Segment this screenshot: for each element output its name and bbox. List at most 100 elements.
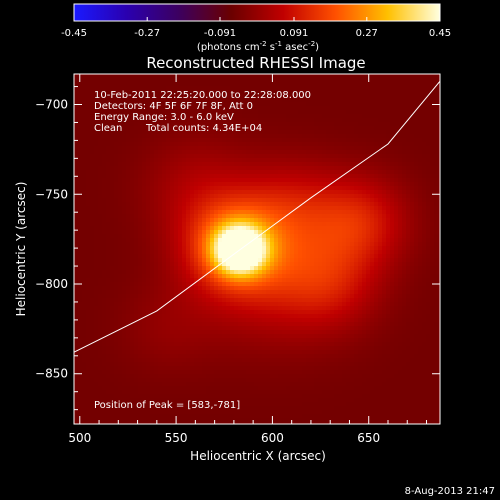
- heatmap-cell: [278, 174, 283, 179]
- heatmap-cell: [330, 102, 335, 107]
- heatmap-cell: [162, 194, 167, 199]
- heatmap-cell: [82, 102, 87, 107]
- heatmap-cell: [334, 274, 339, 279]
- heatmap-cell: [306, 150, 311, 155]
- heatmap-cell: [114, 170, 119, 175]
- heatmap-cell: [370, 114, 375, 119]
- heatmap-cell: [234, 222, 239, 227]
- heatmap-cell: [394, 254, 399, 259]
- heatmap-cell: [174, 278, 179, 283]
- heatmap-cell: [298, 286, 303, 291]
- heatmap-cell: [198, 194, 203, 199]
- heatmap-cell: [170, 78, 175, 83]
- heatmap-cell: [162, 178, 167, 183]
- heatmap-cell: [218, 122, 223, 127]
- heatmap-cell: [282, 102, 287, 107]
- heatmap-cell: [298, 246, 303, 251]
- heatmap-cell: [350, 90, 355, 95]
- heatmap-cell: [166, 122, 171, 127]
- heatmap-cell: [102, 118, 107, 123]
- heatmap-cell: [294, 138, 299, 143]
- heatmap-cell: [330, 250, 335, 255]
- heatmap-cell: [322, 274, 327, 279]
- heatmap-cell: [242, 222, 247, 227]
- heatmap-cell: [266, 230, 271, 235]
- heatmap-cell: [278, 134, 283, 139]
- heatmap-cell: [338, 234, 343, 239]
- heatmap-cell: [402, 86, 407, 91]
- heatmap-cell: [186, 130, 191, 135]
- heatmap-cell: [314, 150, 319, 155]
- heatmap-cell: [282, 130, 287, 135]
- heatmap-cell: [398, 278, 403, 283]
- heatmap-cell: [322, 266, 327, 271]
- heatmap-image: [74, 74, 440, 424]
- heatmap-cell: [342, 82, 347, 87]
- heatmap-cell: [110, 150, 115, 155]
- heatmap-cell: [254, 138, 259, 143]
- heatmap-cell: [322, 126, 327, 131]
- heatmap-cell: [154, 206, 159, 211]
- heatmap-cell: [218, 190, 223, 195]
- heatmap-cell: [306, 282, 311, 287]
- heatmap-cell: [394, 162, 399, 167]
- heatmap-cell: [234, 74, 239, 79]
- heatmap-cell: [362, 166, 367, 171]
- heatmap-cell: [406, 222, 411, 227]
- heatmap-cell: [122, 262, 127, 267]
- heatmap-cell: [314, 78, 319, 83]
- heatmap-cell: [214, 82, 219, 87]
- heatmap-cell: [294, 94, 299, 99]
- heatmap-cell: [162, 206, 167, 211]
- heatmap-cell: [78, 250, 83, 255]
- heatmap-cell: [326, 150, 331, 155]
- heatmap-cell: [386, 206, 391, 211]
- heatmap-cell: [198, 174, 203, 179]
- heatmap-cell: [406, 162, 411, 167]
- heatmap-cell: [430, 278, 435, 283]
- heatmap-cell: [94, 178, 99, 183]
- heatmap-cell: [378, 138, 383, 143]
- heatmap-cell: [290, 222, 295, 227]
- heatmap-cell: [102, 234, 107, 239]
- heatmap-cell: [106, 222, 111, 227]
- heatmap-cell: [262, 138, 267, 143]
- heatmap-cell: [126, 98, 131, 103]
- heatmap-cell: [374, 218, 379, 223]
- heatmap-cell: [418, 250, 423, 255]
- heatmap-cell: [298, 162, 303, 167]
- heatmap-cell: [94, 118, 99, 123]
- heatmap-cell: [438, 242, 440, 247]
- heatmap-cell: [154, 74, 159, 79]
- heatmap-cell: [374, 278, 379, 283]
- heatmap-cell: [158, 262, 163, 267]
- heatmap-cell: [366, 210, 371, 215]
- heatmap-cell: [386, 166, 391, 171]
- heatmap-cell: [330, 238, 335, 243]
- heatmap-cell: [186, 282, 191, 287]
- heatmap-cell: [166, 110, 171, 115]
- heatmap-cell: [82, 206, 87, 211]
- heatmap-cell: [226, 98, 231, 103]
- heatmap-cell: [134, 90, 139, 95]
- heatmap-cell: [258, 138, 263, 143]
- heatmap-cell: [290, 130, 295, 135]
- heatmap-cell: [310, 78, 315, 83]
- heatmap-cell: [354, 174, 359, 179]
- heatmap-cell: [170, 246, 175, 251]
- heatmap-cell: [398, 222, 403, 227]
- heatmap-cell: [378, 154, 383, 159]
- heatmap-cell: [138, 274, 143, 279]
- heatmap-cell: [242, 158, 247, 163]
- heatmap-cell: [342, 170, 347, 175]
- heatmap-cell: [218, 202, 223, 207]
- heatmap-cell: [402, 78, 407, 83]
- heatmap-cell: [330, 262, 335, 267]
- heatmap-cell: [318, 214, 323, 219]
- heatmap-cell: [290, 278, 295, 283]
- heatmap-cell: [382, 194, 387, 199]
- heatmap-cell: [410, 178, 415, 183]
- heatmap-cell: [354, 194, 359, 199]
- heatmap-cell: [106, 162, 111, 167]
- heatmap-cell: [386, 226, 391, 231]
